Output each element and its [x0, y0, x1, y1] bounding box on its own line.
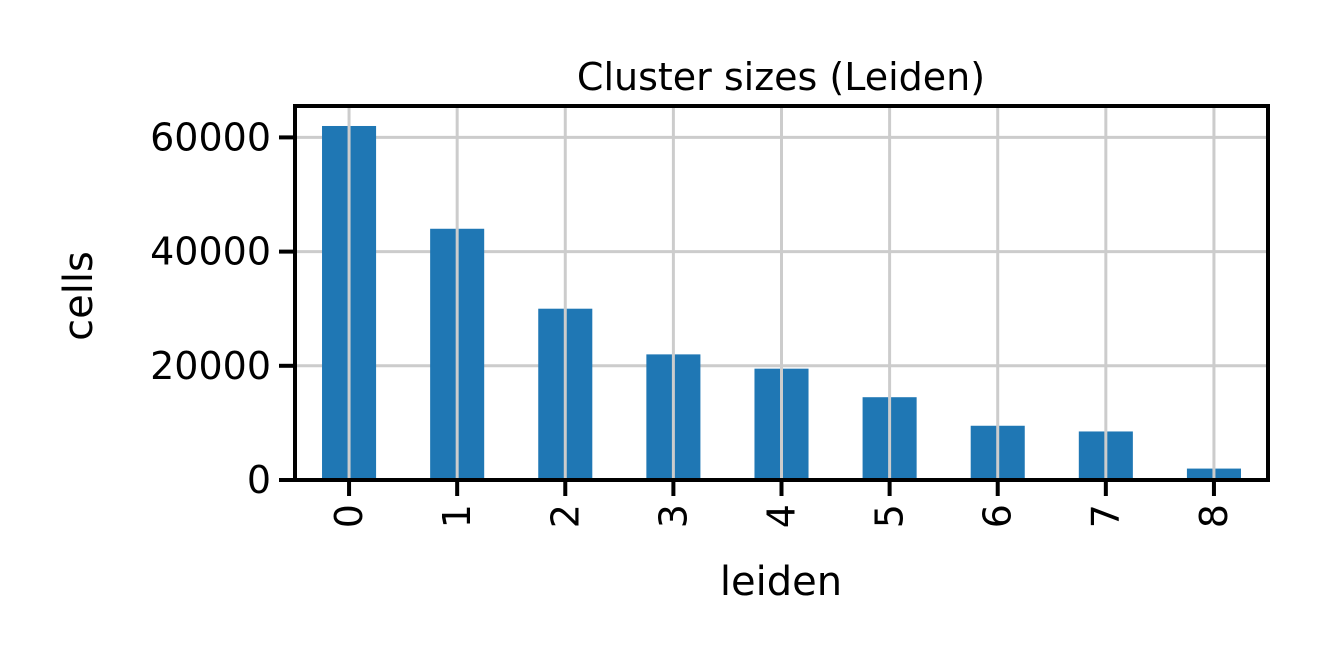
- x-tick-label: 2: [543, 504, 587, 528]
- x-tick-label: 1: [435, 504, 479, 528]
- x-tick-label: 0: [327, 504, 371, 528]
- chart-title: Cluster sizes (Leiden): [577, 55, 985, 99]
- y-axis-label: cells: [56, 251, 102, 341]
- y-tick-label: 0: [247, 458, 271, 502]
- x-tick-label: 8: [1192, 504, 1236, 528]
- x-tick-label: 3: [651, 504, 695, 528]
- x-tick-label: 6: [976, 504, 1020, 528]
- y-tick-label: 40000: [150, 230, 271, 274]
- x-tick-label: 4: [760, 504, 804, 528]
- x-tick-label: 5: [868, 504, 912, 528]
- y-axis: 0 20000 40000 60000: [150, 115, 295, 502]
- x-axis: 0 1 2 3 4 5 6 7 8: [327, 480, 1236, 528]
- x-tick-label: 7: [1084, 504, 1128, 528]
- y-tick-label: 20000: [150, 344, 271, 388]
- x-axis-label: leiden: [720, 559, 842, 605]
- grid-lines-over-bars: [347, 106, 1216, 480]
- y-tick-label: 60000: [150, 115, 271, 159]
